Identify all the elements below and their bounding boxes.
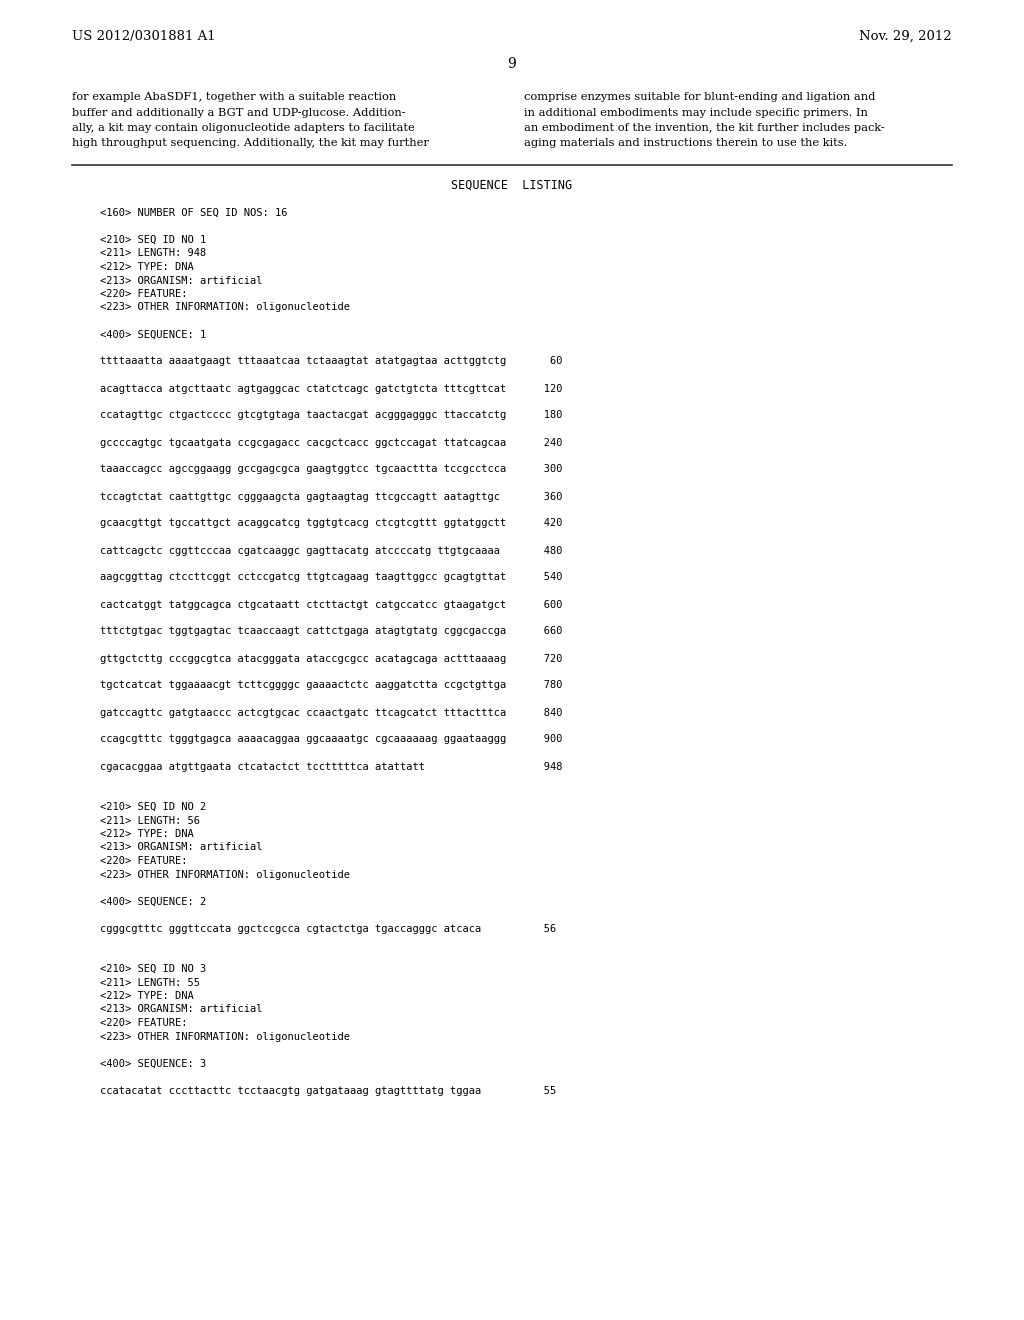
Text: <220> FEATURE:: <220> FEATURE: [100,1018,187,1028]
Text: acagttacca atgcttaatc agtgaggcac ctatctcagc gatctgtcta tttcgttcat      120: acagttacca atgcttaatc agtgaggcac ctatctc… [100,384,562,393]
Text: <212> TYPE: DNA: <212> TYPE: DNA [100,261,194,272]
Text: <400> SEQUENCE: 2: <400> SEQUENCE: 2 [100,896,206,907]
Text: <213> ORGANISM: artificial: <213> ORGANISM: artificial [100,1005,262,1015]
Text: aging materials and instructions therein to use the kits.: aging materials and instructions therein… [524,139,848,149]
Text: SEQUENCE  LISTING: SEQUENCE LISTING [452,180,572,191]
Text: 9: 9 [508,57,516,71]
Text: <211> LENGTH: 56: <211> LENGTH: 56 [100,816,200,825]
Text: taaaccagcc agccggaagg gccgagcgca gaagtggtcc tgcaacttta tccgcctcca      300: taaaccagcc agccggaagg gccgagcgca gaagtgg… [100,465,562,474]
Text: <210> SEQ ID NO 3: <210> SEQ ID NO 3 [100,964,206,974]
Text: <213> ORGANISM: artificial: <213> ORGANISM: artificial [100,276,262,285]
Text: <210> SEQ ID NO 1: <210> SEQ ID NO 1 [100,235,206,246]
Text: ally, a kit may contain oligonucleotide adapters to facilitate: ally, a kit may contain oligonucleotide … [72,123,415,133]
Text: cgggcgtttc gggttccata ggctccgcca cgtactctga tgaccagggc atcaca          56: cgggcgtttc gggttccata ggctccgcca cgtactc… [100,924,556,933]
Text: <220> FEATURE:: <220> FEATURE: [100,289,187,300]
Text: in additional embodiments may include specific primers. In: in additional embodiments may include sp… [524,107,868,117]
Text: comprise enzymes suitable for blunt-ending and ligation and: comprise enzymes suitable for blunt-endi… [524,92,876,102]
Text: gccccagtgc tgcaatgata ccgcgagacc cacgctcacc ggctccagat ttatcagcaa      240: gccccagtgc tgcaatgata ccgcgagacc cacgctc… [100,437,562,447]
Text: <213> ORGANISM: artificial: <213> ORGANISM: artificial [100,842,262,853]
Text: aagcggttag ctccttcggt cctccgatcg ttgtcagaag taagttggcc gcagtgttat      540: aagcggttag ctccttcggt cctccgatcg ttgtcag… [100,573,562,582]
Text: Nov. 29, 2012: Nov. 29, 2012 [859,30,952,44]
Text: ccatagttgc ctgactcccc gtcgtgtaga taactacgat acgggagggc ttaccatctg      180: ccatagttgc ctgactcccc gtcgtgtaga taactac… [100,411,562,421]
Text: ttttaaatta aaaatgaagt tttaaatcaa tctaaagtat atatgagtaa acttggtctg       60: ttttaaatta aaaatgaagt tttaaatcaa tctaaag… [100,356,562,367]
Text: <210> SEQ ID NO 2: <210> SEQ ID NO 2 [100,803,206,812]
Text: <223> OTHER INFORMATION: oligonucleotide: <223> OTHER INFORMATION: oligonucleotide [100,870,350,879]
Text: tccagtctat caattgttgc cgggaagcta gagtaagtag ttcgccagtt aatagttgc       360: tccagtctat caattgttgc cgggaagcta gagtaag… [100,491,562,502]
Text: <211> LENGTH: 55: <211> LENGTH: 55 [100,978,200,987]
Text: US 2012/0301881 A1: US 2012/0301881 A1 [72,30,216,44]
Text: <211> LENGTH: 948: <211> LENGTH: 948 [100,248,206,259]
Text: buffer and additionally a BGT and UDP-glucose. Addition-: buffer and additionally a BGT and UDP-gl… [72,107,406,117]
Text: cgacacggaa atgttgaata ctcatactct tcctttttca atattatt                   948: cgacacggaa atgttgaata ctcatactct tcctttt… [100,762,562,771]
Text: <212> TYPE: DNA: <212> TYPE: DNA [100,829,194,840]
Text: <400> SEQUENCE: 1: <400> SEQUENCE: 1 [100,330,206,339]
Text: cactcatggt tatggcagca ctgcataatt ctcttactgt catgccatcc gtaagatgct      600: cactcatggt tatggcagca ctgcataatt ctcttac… [100,599,562,610]
Text: an embodiment of the invention, the kit further includes pack-: an embodiment of the invention, the kit … [524,123,885,133]
Text: gcaacgttgt tgccattgct acaggcatcg tggtgtcacg ctcgtcgttt ggtatggctt      420: gcaacgttgt tgccattgct acaggcatcg tggtgtc… [100,519,562,528]
Text: ccatacatat cccttacttc tcctaacgtg gatgataaag gtagttttatg tggaa          55: ccatacatat cccttacttc tcctaacgtg gatgata… [100,1085,556,1096]
Text: <400> SEQUENCE: 3: <400> SEQUENCE: 3 [100,1059,206,1068]
Text: <220> FEATURE:: <220> FEATURE: [100,855,187,866]
Text: gatccagttc gatgtaaccc actcgtgcac ccaactgatc ttcagcatct tttactttca      840: gatccagttc gatgtaaccc actcgtgcac ccaactg… [100,708,562,718]
Text: tgctcatcat tggaaaacgt tcttcggggc gaaaactctc aaggatctta ccgctgttga      780: tgctcatcat tggaaaacgt tcttcggggc gaaaact… [100,681,562,690]
Text: gttgctcttg cccggcgtca atacgggata ataccgcgcc acatagcaga actttaaaag      720: gttgctcttg cccggcgtca atacgggata ataccgc… [100,653,562,664]
Text: tttctgtgac tggtgagtac tcaaccaagt cattctgaga atagtgtatg cggcgaccga      660: tttctgtgac tggtgagtac tcaaccaagt cattctg… [100,627,562,636]
Text: for example AbaSDF1, together with a suitable reaction: for example AbaSDF1, together with a sui… [72,92,396,102]
Text: <212> TYPE: DNA: <212> TYPE: DNA [100,991,194,1001]
Text: <223> OTHER INFORMATION: oligonucleotide: <223> OTHER INFORMATION: oligonucleotide [100,302,350,313]
Text: cattcagctc cggttcccaa cgatcaaggc gagttacatg atccccatg ttgtgcaaaa       480: cattcagctc cggttcccaa cgatcaaggc gagttac… [100,545,562,556]
Text: high throughput sequencing. Additionally, the kit may further: high throughput sequencing. Additionally… [72,139,429,149]
Text: ccagcgtttc tgggtgagca aaaacaggaa ggcaaaatgc cgcaaaaaag ggaataaggg      900: ccagcgtttc tgggtgagca aaaacaggaa ggcaaaa… [100,734,562,744]
Text: <223> OTHER INFORMATION: oligonucleotide: <223> OTHER INFORMATION: oligonucleotide [100,1031,350,1041]
Text: <160> NUMBER OF SEQ ID NOS: 16: <160> NUMBER OF SEQ ID NOS: 16 [100,209,288,218]
